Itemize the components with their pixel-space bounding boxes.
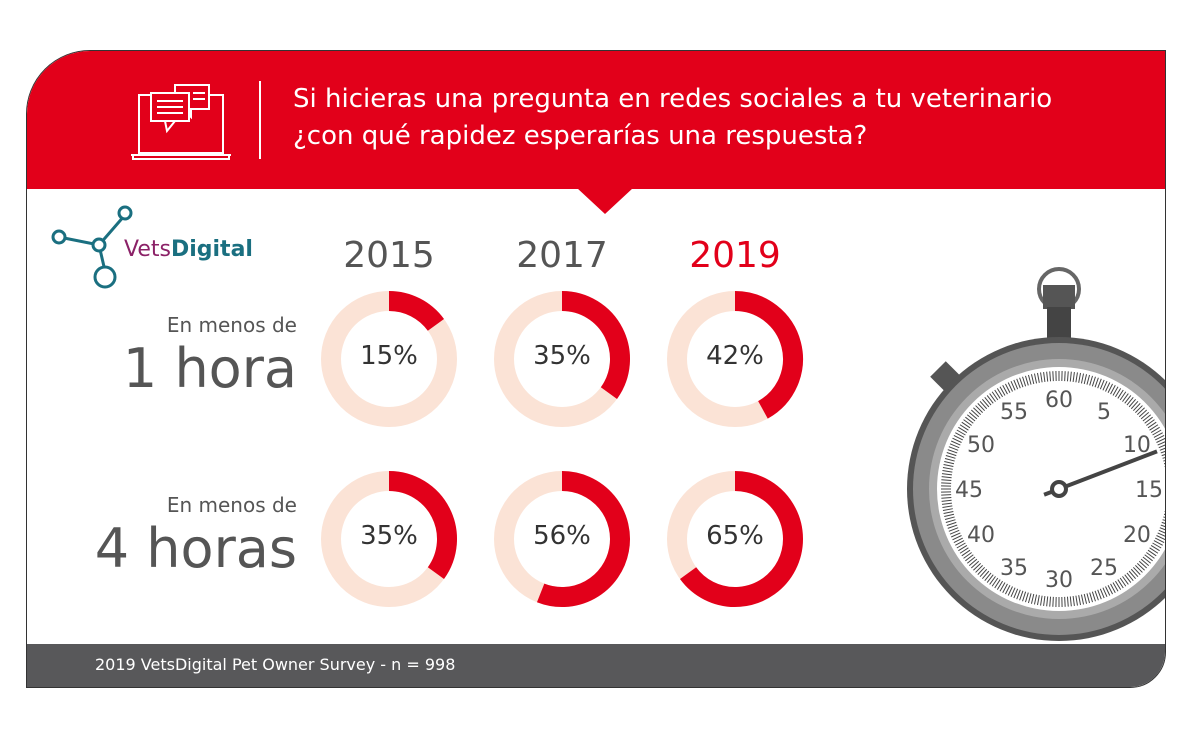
donut-charts [321,291,803,607]
row1-label-small: En menos de [166,313,297,337]
vetsdigital-logo: VetsDigital [124,237,253,262]
stopwatch-label: 40 [967,523,995,548]
row2-label-big: 4 horas [94,517,297,580]
footer-bar: 2019 VetsDigital Pet Owner Survey - n = … [27,644,1165,687]
stopwatch-label: 15 [1135,478,1163,503]
infographic-card: Si hicieras una pregunta en redes social… [26,50,1166,688]
stopwatch-label: 60 [1045,388,1073,413]
stopwatch-label: 5 [1097,400,1111,425]
stopwatch-label: 50 [967,433,995,458]
header-title: Si hicieras una pregunta en redes social… [293,81,1052,155]
row1-label-big: 1 hora [122,337,297,400]
stopwatch-label: 35 [1000,556,1028,581]
header-pointer [577,188,633,214]
header-divider [259,81,261,159]
stopwatch-label: 25 [1090,556,1118,581]
stopwatch-label: 55 [1000,400,1028,425]
title-line-1: Si hicieras una pregunta en redes social… [293,84,1053,114]
donut-segment [388,471,457,579]
donut-segment [734,291,803,419]
logo-vets: Vets [124,237,171,262]
laptop-chat-icon [131,84,231,160]
year-label: 2015 [343,235,435,276]
stopwatch-label: 20 [1123,523,1151,548]
stopwatch-label: 30 [1045,568,1073,593]
stopwatch-label: 45 [955,478,983,503]
header-banner: Si hicieras una pregunta en redes social… [27,51,1165,189]
year-label: 2017 [516,235,608,276]
donut-segment [388,291,445,332]
donut-value-label: 42% [706,341,764,371]
donut-value-label: 35% [533,341,591,371]
donut-segment [679,471,803,607]
year-label-highlight: 2019 [689,235,781,276]
logo-digital: Digital [170,237,253,262]
row2-label-small: En menos de [166,493,297,517]
title-line-2: ¿con qué rapidez esperarías una respuest… [293,121,868,151]
footer-source: 2019 VetsDigital Pet Owner Survey - n = … [95,655,456,674]
donut-value-label: 35% [360,521,418,551]
donut-value-label: 15% [360,341,418,371]
donut-value-label: 65% [706,521,764,551]
donut-value-label: 56% [533,521,591,551]
donut-segment [536,471,630,607]
vetsdigital-logo-icon [51,205,133,289]
donut-segment [561,291,630,399]
